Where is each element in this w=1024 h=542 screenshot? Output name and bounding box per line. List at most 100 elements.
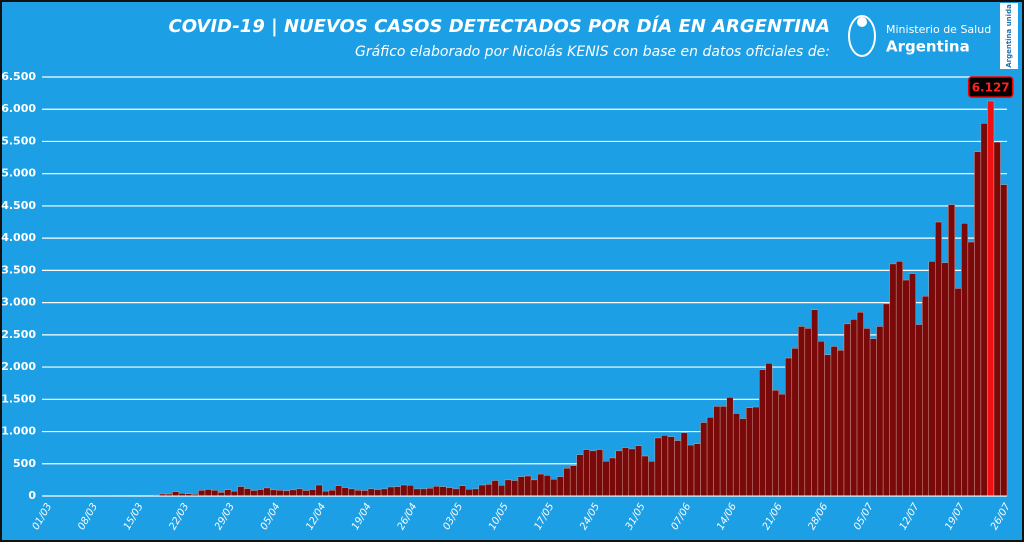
bar [922,295,929,497]
logo-ministry: Ministerio de Salud [886,23,991,36]
bar [589,450,597,497]
bar [759,369,766,497]
bar [661,435,669,497]
bar [889,263,897,497]
chart-title: COVID-19 | NUEVOS CASOS DETECTADOS POR D… [169,15,830,37]
bar [276,490,284,497]
bar [485,484,493,497]
badge [1000,3,1018,69]
bar [400,484,408,497]
bar [693,443,701,497]
bar [504,479,512,497]
bar [772,390,779,497]
logo-sun [857,17,867,27]
bar [263,487,271,497]
bar [811,309,819,497]
bar [622,447,630,497]
bar [615,450,623,497]
value-label-box [967,76,1014,98]
bar [413,488,421,497]
bar [198,490,206,497]
bar [335,485,343,497]
y-tick-label: 2.500 [1,328,36,341]
bar [908,273,916,497]
bar [895,261,903,497]
bar [713,406,721,497]
bar [374,489,382,497]
y-tick-label: 4.000 [1,231,36,244]
bar [752,406,760,497]
value-label: 6.127 [972,81,1010,95]
y-tick-label: 1.000 [1,425,36,438]
bar [296,488,304,497]
bar [387,486,395,497]
bar [700,422,708,497]
bar [993,141,1001,497]
bar [804,328,812,497]
bar [576,454,584,497]
bar [556,476,564,497]
bar [791,348,799,497]
bar [628,448,636,497]
y-tick-label: 4.500 [1,199,36,212]
bar [739,418,747,497]
bar [648,460,656,497]
bar [869,338,877,497]
bar [211,490,219,497]
badge-text: Argentina unida [1005,4,1013,68]
y-tick-label: 2.000 [1,360,36,373]
bar [830,346,838,497]
y-tick-label: 6.500 [1,70,36,83]
bar [680,432,688,497]
bar [1000,184,1008,497]
bar [367,488,375,497]
bar [596,449,603,497]
bar [967,241,975,497]
bar [902,279,910,497]
bar [785,357,793,497]
bar [204,489,212,497]
bar [439,486,447,497]
logo-emblem [848,15,876,57]
bar [530,479,538,497]
bar [256,489,264,497]
bar [635,445,643,497]
bar [980,123,988,497]
bar [491,480,499,497]
bar [302,490,310,497]
bar [863,328,871,497]
bar [654,437,662,497]
bar [856,312,864,497]
bar [328,489,336,497]
bar [224,489,232,497]
bar [798,326,806,497]
bar [706,417,714,497]
bar [341,487,349,497]
bar [641,455,649,497]
logo: Ministerio de Salud Argentina [848,15,991,57]
bar [843,323,851,497]
bar [354,489,362,497]
bar [537,473,545,497]
bar [719,406,727,497]
bar [452,488,460,497]
bar [563,468,571,497]
bar [472,488,480,497]
bar [987,100,995,497]
bar [837,350,845,497]
bar [726,397,734,497]
bar [961,223,969,497]
bar [459,485,467,497]
bar [941,262,949,497]
bar [745,407,753,497]
bar [322,490,330,497]
bar [817,341,825,497]
bar [237,486,245,497]
y-tick-label: 6.000 [1,102,36,115]
bar [270,489,277,497]
bar [217,492,225,497]
bar [419,488,427,497]
bar [674,440,682,497]
